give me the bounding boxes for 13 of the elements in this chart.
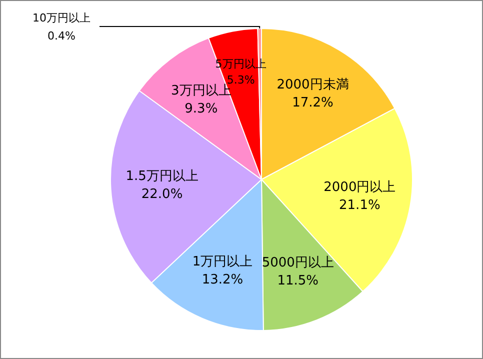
data-label: 5.3%: [226, 74, 255, 87]
data-label: 21.1%: [339, 198, 380, 214]
data-label: 0.4%: [48, 29, 76, 42]
data-label: 17.2%: [292, 95, 334, 110]
data-label: 13.2%: [202, 272, 244, 288]
slice-label: 2000円未満: [276, 77, 349, 92]
slice-label: 1万円以上: [192, 254, 253, 270]
data-label: 11.5%: [277, 274, 319, 289]
slice-label: 2000円以上: [324, 180, 396, 196]
slice-label: 1.5万円以上: [126, 169, 198, 184]
data-label: 22.0%: [141, 187, 183, 202]
slice-label: 10万円以上: [32, 11, 90, 24]
data-label: 9.3%: [184, 102, 218, 117]
